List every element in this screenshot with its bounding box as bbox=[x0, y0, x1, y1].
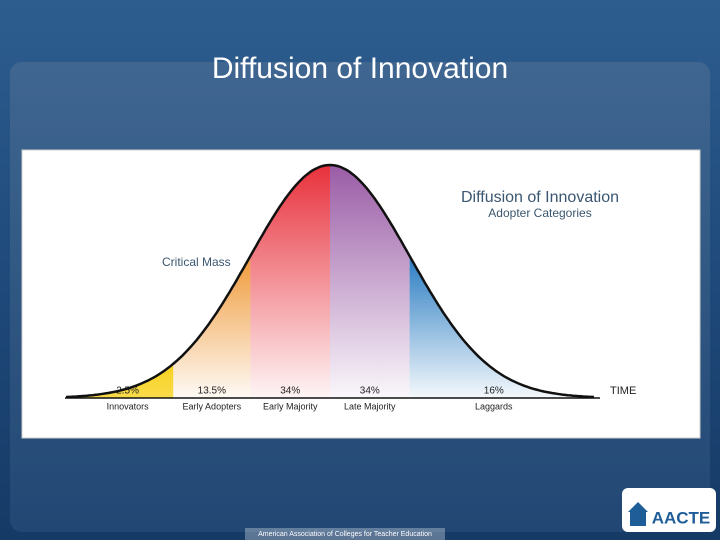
annotation: Critical Mass bbox=[162, 255, 231, 269]
category-label: Late Majority bbox=[344, 401, 396, 411]
value-label: 34% bbox=[280, 386, 300, 397]
plot: 2.5% Innovators 13.5% Early Adopters 34% Earl… bbox=[65, 163, 600, 411]
curve bbox=[65, 163, 595, 399]
value-label: 34% bbox=[360, 386, 380, 397]
category-label: Innovators bbox=[107, 401, 150, 411]
logo-roof bbox=[628, 502, 648, 512]
category-label: Early Majority bbox=[263, 401, 318, 411]
segment bbox=[409, 255, 594, 398]
value-label: 13.5% bbox=[198, 386, 226, 397]
footer: American Association of Colleges for Tea… bbox=[258, 531, 432, 538]
segment bbox=[66, 363, 174, 398]
x-axis-label: TIME bbox=[610, 385, 636, 397]
footer-bar bbox=[245, 528, 445, 540]
logo-text: AACTE bbox=[652, 508, 711, 527]
value-label: 16% bbox=[484, 386, 504, 397]
chart-subtitle: Adopter Categories bbox=[488, 206, 591, 220]
logo-icon bbox=[630, 512, 646, 526]
category-label: Early Adopters bbox=[183, 401, 242, 411]
slide-title: Diffusion of Innovation bbox=[212, 52, 508, 85]
category-label: Laggards bbox=[475, 401, 513, 411]
chart-title: Diffusion of Innovation bbox=[461, 189, 619, 206]
value-label: 2.5% bbox=[116, 386, 139, 397]
